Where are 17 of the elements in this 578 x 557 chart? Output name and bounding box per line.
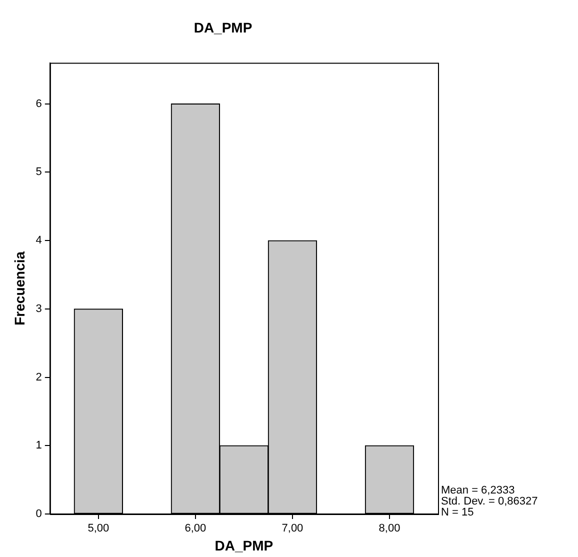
x-tick-label: 5,00 (88, 522, 110, 535)
x-tick-label: 8,00 (378, 522, 400, 535)
y-tick-label: 0 (36, 508, 42, 520)
text: Std. Dev. = 0,86327 (441, 496, 538, 508)
y-tick-label: 2 (36, 371, 42, 384)
y-axis-title: Frecuencia (11, 251, 28, 326)
y-tick-label: 6 (36, 98, 42, 110)
text: Mean = 6,2333 (441, 484, 515, 497)
x-axis-title: DA_PMP (214, 537, 274, 554)
y-tick-label: 1 (36, 440, 42, 452)
y-tick-label: 4 (36, 234, 42, 247)
chart-title: DA_PMP (194, 19, 252, 36)
x-tick-label: 7,00 (282, 522, 304, 535)
x-tick-label: 6,00 (184, 522, 206, 535)
y-tick-label: 3 (36, 302, 42, 315)
y-tick-label: 5 (36, 166, 42, 178)
text: N = 15 (441, 506, 474, 519)
